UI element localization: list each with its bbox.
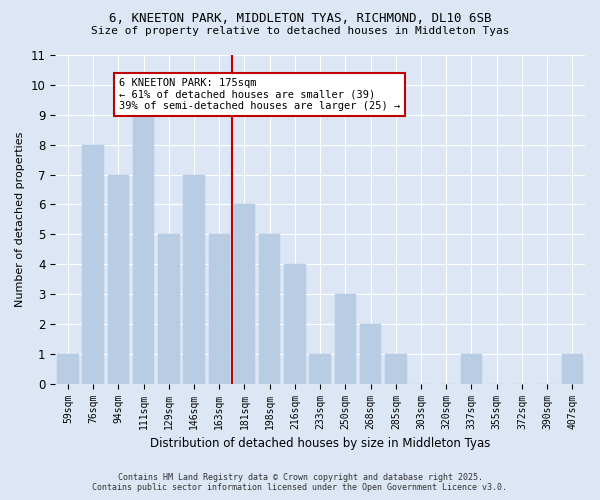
Bar [259, 234, 280, 384]
Text: Contains HM Land Registry data © Crown copyright and database right 2025.
Contai: Contains HM Land Registry data © Crown c… [92, 473, 508, 492]
Bar [183, 174, 205, 384]
Bar [284, 264, 305, 384]
Bar [461, 354, 482, 384]
Bar [360, 324, 382, 384]
Bar [335, 294, 356, 384]
Y-axis label: Number of detached properties: Number of detached properties [15, 132, 25, 307]
Bar [82, 144, 104, 384]
Bar [234, 204, 255, 384]
Bar [133, 115, 154, 384]
Bar [107, 174, 129, 384]
Bar [57, 354, 79, 384]
Text: 6 KNEETON PARK: 175sqm
← 61% of detached houses are smaller (39)
39% of semi-det: 6 KNEETON PARK: 175sqm ← 61% of detached… [119, 78, 400, 111]
Bar [385, 354, 407, 384]
Bar [209, 234, 230, 384]
Bar [310, 354, 331, 384]
Bar [562, 354, 583, 384]
Bar [158, 234, 179, 384]
Text: Size of property relative to detached houses in Middleton Tyas: Size of property relative to detached ho… [91, 26, 509, 36]
X-axis label: Distribution of detached houses by size in Middleton Tyas: Distribution of detached houses by size … [150, 437, 490, 450]
Text: 6, KNEETON PARK, MIDDLETON TYAS, RICHMOND, DL10 6SB: 6, KNEETON PARK, MIDDLETON TYAS, RICHMON… [109, 12, 491, 26]
